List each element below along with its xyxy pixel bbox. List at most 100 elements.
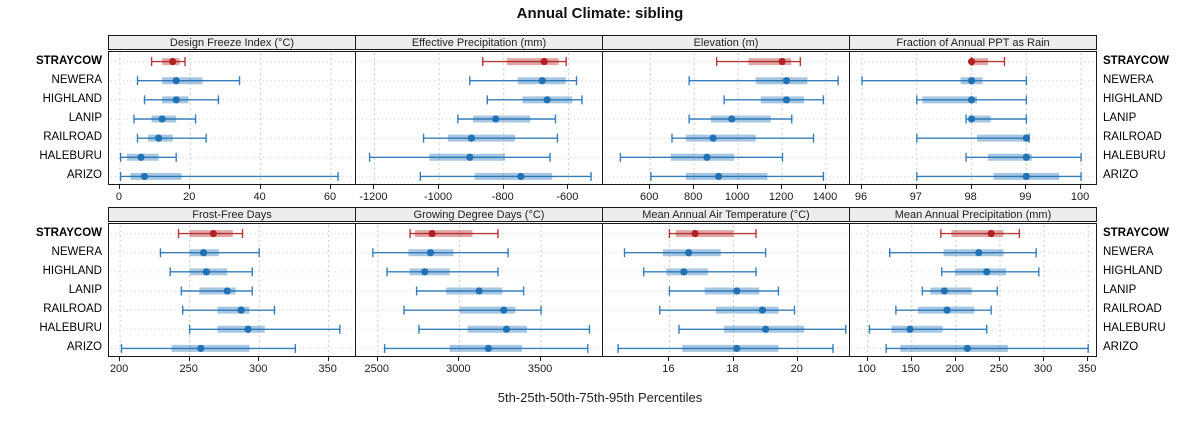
- axis-tick-mark: [1087, 357, 1089, 361]
- strip-effective-precipitation-mm: Effective Precipitation (mm): [355, 35, 603, 50]
- median-dot: [140, 172, 149, 181]
- median-dot: [967, 96, 976, 104]
- median-dot: [484, 344, 492, 353]
- median-dot: [685, 249, 693, 257]
- series-highland: [941, 267, 1040, 277]
- axis-tick-mark: [781, 185, 783, 189]
- row-label-left-highland: HIGHLAND: [42, 264, 102, 277]
- axis-tick-mark: [693, 185, 695, 189]
- median-dot: [1022, 153, 1030, 161]
- axis-tick-mark: [502, 185, 504, 189]
- row-label-right-lanip: LANIP: [1103, 284, 1137, 296]
- strip-mean-annual-air-temperature-c: Mean Annual Air Temperature (°C): [602, 207, 850, 222]
- axis-tick-label: 300: [1033, 363, 1053, 375]
- axis-tick-label: 1400: [812, 191, 838, 203]
- axis-tick-label: -1200: [359, 191, 388, 203]
- series-highland: [723, 95, 825, 105]
- axis-tick-label: 100: [1070, 191, 1090, 203]
- median-dot: [155, 134, 163, 142]
- row-label-left-railroad: RAILROAD: [43, 131, 102, 144]
- axis-tick-label: 16: [662, 363, 675, 375]
- axis-tick-mark: [796, 357, 798, 361]
- axis-tick-label: -600: [556, 191, 579, 203]
- series-lanip: [921, 286, 999, 296]
- strip-design-freeze-index-c: Design Freeze Index (°C): [108, 35, 356, 50]
- series-railroad: [916, 133, 1030, 143]
- series-arizo: [120, 343, 297, 353]
- median-dot: [421, 268, 429, 276]
- row-label-left-newera: NEWERA: [51, 73, 102, 86]
- series-highland: [916, 95, 1028, 105]
- median-dot: [492, 115, 500, 123]
- series-arizo: [383, 343, 589, 353]
- median-dot: [782, 96, 791, 104]
- series-haleburu: [418, 324, 591, 334]
- median-dot: [244, 325, 252, 333]
- axis-tick-mark: [376, 357, 378, 361]
- series-railroad: [659, 305, 796, 315]
- axis-tick-label: 250: [989, 363, 1009, 375]
- strip-frost-free-days: Frost-Free Days: [108, 207, 356, 222]
- axis-tick-label: 98: [964, 191, 977, 203]
- row-label-left-straycow: STRAYCOW: [35, 54, 102, 67]
- median-dot: [172, 96, 180, 104]
- median-dot: [703, 153, 711, 161]
- axis-tick-mark: [737, 185, 739, 189]
- row-label-right-railroad: RAILROAD: [1103, 131, 1162, 144]
- median-dot: [202, 268, 210, 276]
- median-dot: [169, 57, 177, 66]
- median-dot: [943, 306, 951, 314]
- axis-tick-mark: [540, 357, 542, 361]
- axis-tick-mark: [258, 357, 260, 361]
- series-lanip: [688, 114, 793, 124]
- row-label-right-straycow: STRAYCOW: [1103, 226, 1170, 239]
- median-dot: [983, 268, 991, 276]
- row-label-right-highland: HIGHLAND: [1103, 92, 1163, 105]
- panel-design-freeze-index-c: [108, 51, 356, 185]
- median-dot: [967, 115, 976, 123]
- series-straycow: [150, 57, 186, 67]
- axis-tick-mark: [954, 357, 956, 361]
- median-dot: [782, 77, 791, 85]
- median-dot: [158, 115, 166, 123]
- axis-tick-mark: [567, 185, 569, 189]
- median-dot: [428, 229, 436, 238]
- median-dot: [758, 306, 767, 314]
- series-newera: [469, 76, 578, 86]
- row-label-right-highland: HIGHLAND: [1103, 264, 1163, 277]
- axis-tick-label: 3000: [446, 363, 471, 375]
- median-dot: [466, 153, 474, 161]
- axis-tick-label: 200: [945, 363, 965, 375]
- median-dot: [680, 268, 688, 276]
- axis-tick-label: 350: [318, 363, 337, 375]
- row-label-left-railroad: RAILROAD: [43, 303, 102, 316]
- axis-tick-label: 150: [901, 363, 920, 375]
- axis-tick-mark: [970, 185, 972, 189]
- median-dot: [714, 172, 723, 181]
- median-dot: [223, 287, 231, 295]
- axis-tick-mark: [1025, 185, 1027, 189]
- series-lanip: [133, 114, 197, 124]
- axis-tick-label: -800: [491, 191, 514, 203]
- series-newera: [623, 248, 767, 258]
- series-straycow: [940, 229, 1021, 239]
- row-label-left-lanip: LANIP: [68, 112, 102, 124]
- axis-tick-mark: [259, 185, 261, 189]
- series-newera: [136, 76, 241, 86]
- axis-tick-mark: [119, 357, 121, 361]
- row-label-right-haleburu: HALEBURU: [1103, 150, 1166, 163]
- median-dot: [467, 134, 476, 142]
- axis-tick-label: 97: [909, 191, 922, 203]
- strip-fraction-of-annual-ppt-as-rain: Fraction of Annual PPT as Rain: [849, 35, 1097, 50]
- series-haleburu: [368, 152, 551, 162]
- series-arizo: [916, 171, 1082, 181]
- median-dot: [709, 134, 717, 142]
- panel-fraction-of-annual-ppt-as-rain: [849, 51, 1097, 185]
- series-straycow: [967, 57, 1006, 67]
- axis-tick-label: 1200: [768, 191, 794, 203]
- row-label-right-arizo: ARIZO: [1103, 341, 1139, 354]
- series-railroad: [671, 133, 815, 143]
- median-dot: [963, 344, 971, 353]
- series-straycow: [715, 57, 802, 67]
- median-dot: [197, 344, 205, 353]
